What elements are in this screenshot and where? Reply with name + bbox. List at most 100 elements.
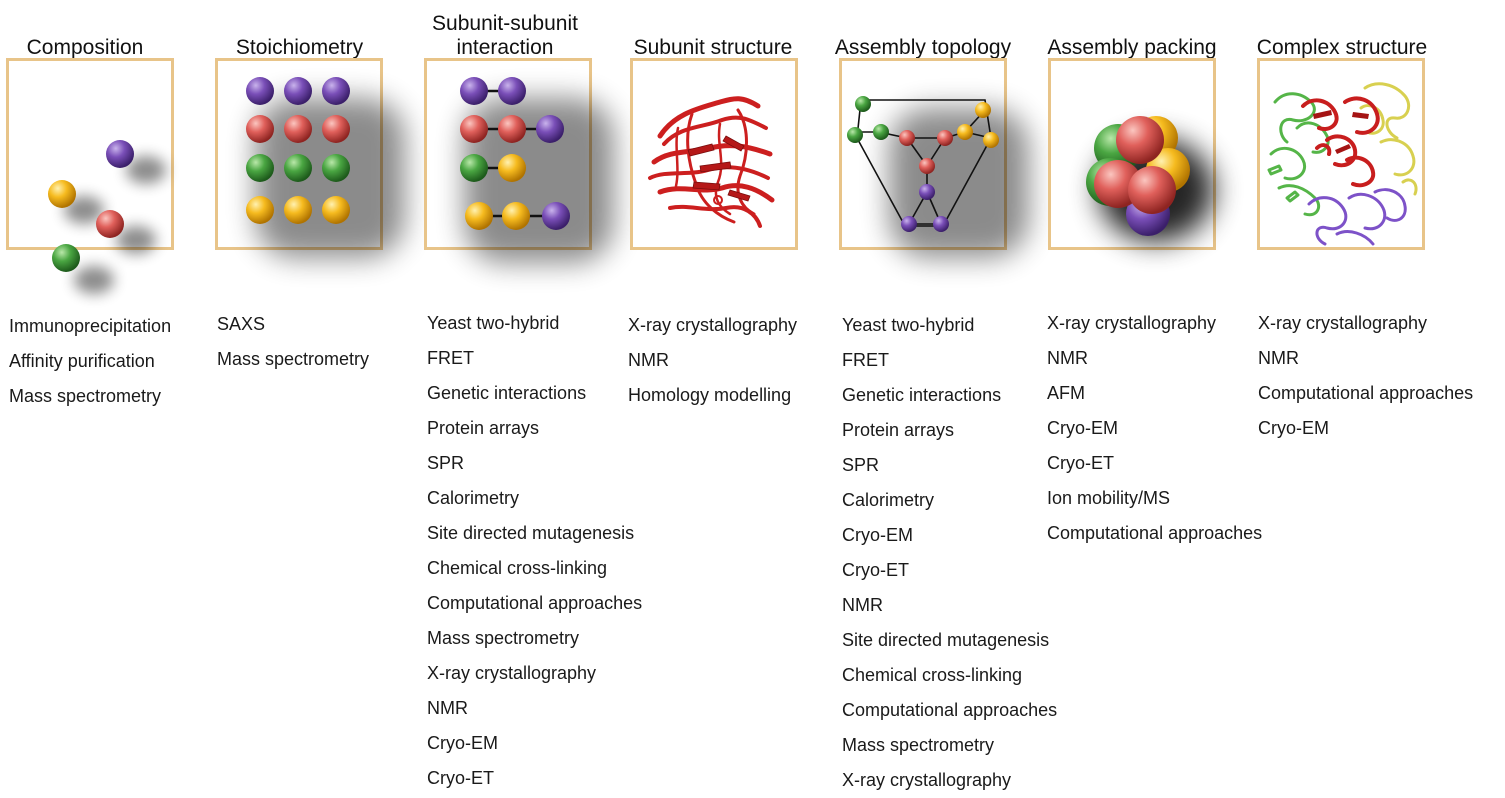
method-item: Chemical cross-linking (427, 558, 608, 578)
method-item: X-ray crystallography (1047, 313, 1217, 333)
method-item: NMR (1258, 348, 1299, 368)
stoichiometry-panel (215, 58, 405, 258)
assembly-topology-panel (839, 58, 1029, 258)
assembly-packing-panel (1048, 58, 1216, 250)
subunit-row-red (246, 115, 350, 143)
method-item: Cryo-ET (1047, 453, 1114, 473)
method-item: Calorimetry (842, 490, 935, 510)
node-purple (919, 184, 935, 200)
methods-list: Yeast two-hybrid FRET Genetic interactio… (842, 308, 1057, 798)
node-red (919, 158, 935, 174)
method-item: Cryo-EM (842, 525, 913, 545)
node-red (937, 130, 953, 146)
method-item: Protein arrays (427, 418, 540, 438)
subunit-sphere-purple (106, 140, 134, 168)
column-title: Assembly topology (834, 36, 1012, 59)
subunit-sphere-yellow (48, 180, 76, 208)
method-item: Cryo-ET (427, 768, 494, 788)
method-item: SPR (427, 453, 465, 473)
subunit-sphere-green (52, 244, 80, 272)
node-purple (933, 216, 949, 232)
subunit-interaction-illustration (460, 77, 614, 263)
method-item: Genetic interactions (842, 385, 1002, 405)
node-yellow (957, 124, 973, 140)
method-item: Yeast two-hybrid (427, 313, 560, 333)
method-item: X-ray crystallography (427, 663, 597, 683)
method-item: NMR (427, 698, 468, 718)
method-item: Cryo-ET (842, 560, 909, 580)
method-item: Computational approaches (427, 593, 643, 613)
subunit-row-yellow (246, 196, 350, 224)
method-item: Cryo-EM (1047, 418, 1118, 438)
column-title: Assembly packing (1047, 36, 1217, 59)
method-item: Calorimetry (427, 488, 520, 508)
column-title: Subunit structure (633, 36, 793, 59)
methods-list: X-ray crystallography NMR Computational … (1258, 306, 1473, 446)
packed-sphere-red (1128, 166, 1176, 214)
column-title: Subunit-subunit interaction (432, 12, 578, 59)
method-item: Computational approaches (842, 700, 1058, 720)
subunit-row-green (246, 154, 350, 182)
method-item: AFM (1047, 383, 1085, 403)
column-title: Complex structure (1256, 36, 1428, 59)
method-item: Mass spectrometry (842, 735, 995, 755)
subunit-structure-panel (630, 58, 798, 250)
method-item: Immunoprecipitation (9, 316, 172, 336)
composition-panel (6, 58, 174, 294)
packed-sphere-red (1116, 116, 1164, 164)
method-item: Ion mobility/MS (1047, 488, 1171, 508)
node-green (847, 127, 863, 143)
method-item: NMR (1047, 348, 1088, 368)
packing-illustration (1086, 116, 1214, 242)
composition-illustration (48, 140, 166, 294)
methods-list: Yeast two-hybrid FRET Genetic interactio… (427, 306, 642, 796)
method-item: Cryo-EM (1258, 418, 1329, 438)
interaction-chain-yellow-yellow-purple (465, 202, 570, 230)
node-yellow (975, 102, 991, 118)
method-item: Homology modelling (628, 385, 792, 405)
complex-structure-panel (1257, 58, 1425, 250)
topology-graph-illustration (847, 96, 1029, 258)
node-green (873, 124, 889, 140)
method-item: Computational approaches (1047, 523, 1263, 543)
method-item: Chemical cross-linking (842, 665, 1023, 685)
subunit-row-purple (246, 77, 350, 105)
node-purple (901, 216, 917, 232)
method-item: X-ray crystallography (628, 315, 798, 335)
method-item: FRET (842, 350, 889, 370)
chain-purple (1307, 188, 1407, 246)
method-item: X-ray crystallography (1258, 313, 1428, 333)
column-title: Composition (26, 36, 144, 59)
method-item: FRET (427, 348, 474, 368)
method-item: Protein arrays (842, 420, 955, 440)
method-item: Site directed mutagenesis (427, 523, 635, 543)
method-item: SPR (842, 455, 880, 475)
method-item: Affinity purification (9, 351, 155, 371)
chain-red (1301, 96, 1380, 188)
interaction-pair-purple-purple (460, 77, 526, 105)
method-item: Mass spectrometry (9, 386, 162, 406)
subunit-interaction-panel (424, 58, 614, 263)
node-red (899, 130, 915, 146)
method-item: Genetic interactions (427, 383, 587, 403)
node-green (855, 96, 871, 112)
column-title: Stoichiometry (235, 36, 364, 59)
method-item: SAXS (217, 314, 266, 334)
node-yellow (983, 132, 999, 148)
chain-yellow (1359, 82, 1418, 196)
methods-list: Immunoprecipitation Affinity purificatio… (9, 309, 171, 414)
protein-ribbon-illustration (648, 96, 775, 228)
method-item: Yeast two-hybrid (842, 315, 975, 335)
method-item: NMR (842, 595, 883, 615)
method-item: NMR (628, 350, 669, 370)
methods-list: X-ray crystallography NMR AFM Cryo-EM Cr… (1047, 306, 1262, 551)
method-item: Mass spectrometry (427, 628, 580, 648)
method-item: Computational approaches (1258, 383, 1474, 403)
method-item: Cryo-EM (427, 733, 498, 753)
method-item: Mass spectrometry (217, 349, 370, 369)
subunit-sphere-red (96, 210, 124, 238)
interaction-chain-red-red-purple (460, 115, 564, 143)
methods-list: SAXS Mass spectrometry (217, 307, 369, 377)
methods-list: X-ray crystallography NMR Homology model… (628, 308, 797, 413)
method-item: X-ray crystallography (842, 770, 1012, 790)
